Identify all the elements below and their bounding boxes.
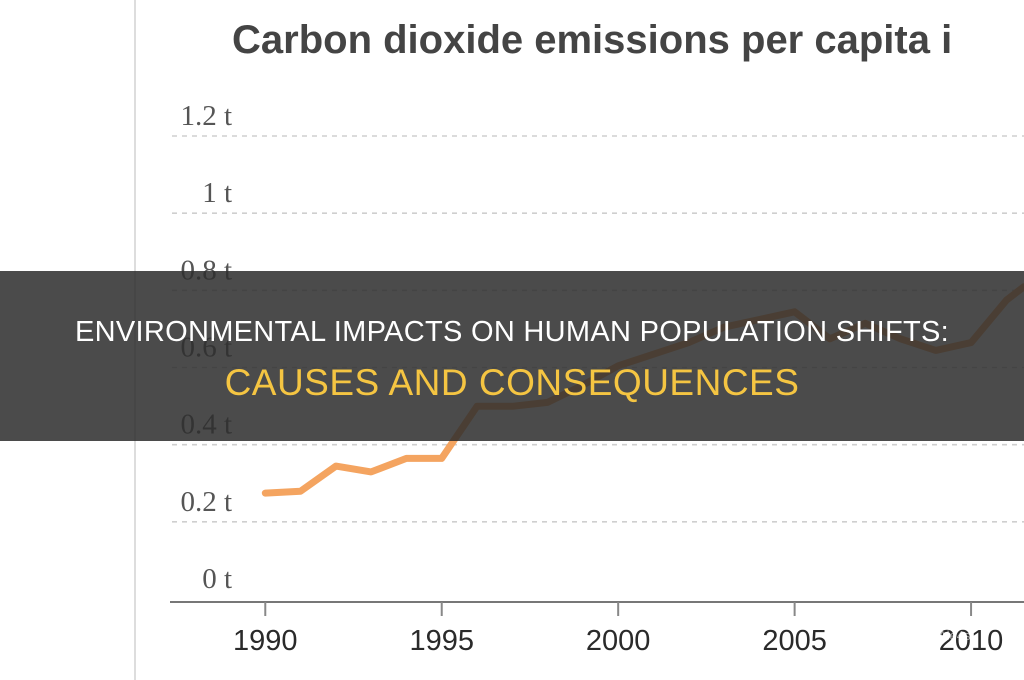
watermark: Ale4s: [938, 628, 971, 643]
x-tick-label: 1995: [409, 625, 474, 657]
y-tick-label: 0.2 t: [180, 486, 232, 518]
y-tick-label: 0 t: [202, 563, 232, 595]
overlay-subtitle: CAUSES AND CONSEQUENCES: [224, 362, 800, 403]
title-overlay-band: [0, 271, 1024, 441]
y-tick-label: 1.2 t: [180, 100, 232, 132]
x-tick-label: 1990: [233, 625, 298, 657]
x-tick-label: 2000: [586, 625, 651, 657]
y-tick-label: 1 t: [202, 177, 232, 209]
x-tick-label: 2010: [939, 625, 1004, 657]
overlay-title: ENVIRONMENTAL IMPACTS ON HUMAN POPULATIO…: [74, 316, 950, 348]
chart-title: Carbon dioxide emissions per capita i: [232, 18, 952, 62]
x-tick-label: 2005: [762, 625, 827, 657]
x-axis-ticks: 1990 1995 2000 2005 2010: [233, 602, 1003, 657]
